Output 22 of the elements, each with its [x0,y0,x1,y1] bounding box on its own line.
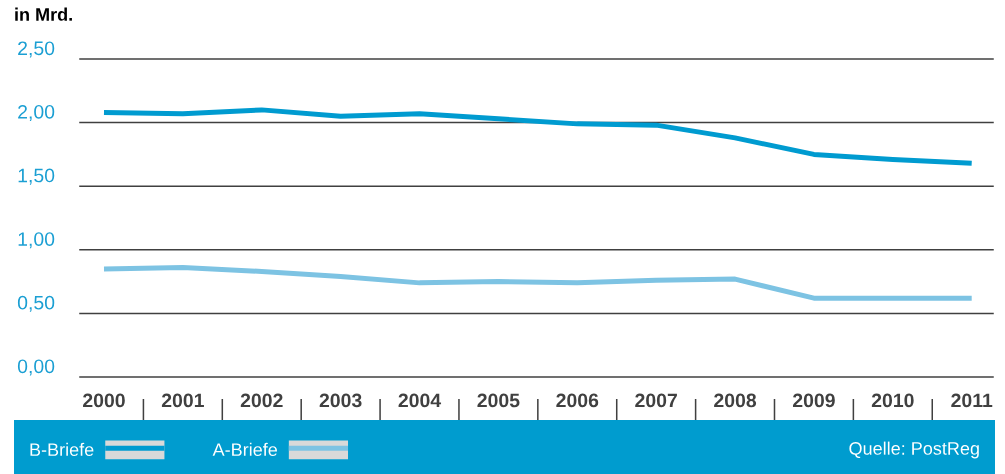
x-tick-label: 2007 [635,393,677,408]
y-tick-label: 1,00 [18,232,55,249]
legend-label: B-Briefe [30,442,94,457]
y-tick-label: 0,50 [17,295,55,312]
x-tick-label: 2002 [240,393,283,408]
source-note: Quelle: PostReg [849,441,979,459]
y-tick-label: 2,50 [18,41,55,58]
x-tick-label: 2004 [398,393,442,408]
x-tick-label: 2001 [161,393,204,408]
x-tick-label: 2006 [556,393,599,408]
legend-label: A-Briefe [212,442,277,457]
y-axis-title: in Mrd. [15,7,72,21]
y-tick-label: 2,00 [18,104,55,122]
x-tick-label: 2003 [319,393,362,408]
y-tick-label: 1,50 [18,168,55,185]
x-tick-label: 2011 [951,393,993,408]
x-tick-label: 2000 [83,393,125,408]
x-tick-label: 2008 [714,393,757,408]
x-tick-label: 2005 [477,393,520,408]
x-tick-label: 2009 [792,393,835,408]
y-tick-label: 0,00 [17,359,55,376]
x-tick-label: 2010 [871,393,914,408]
